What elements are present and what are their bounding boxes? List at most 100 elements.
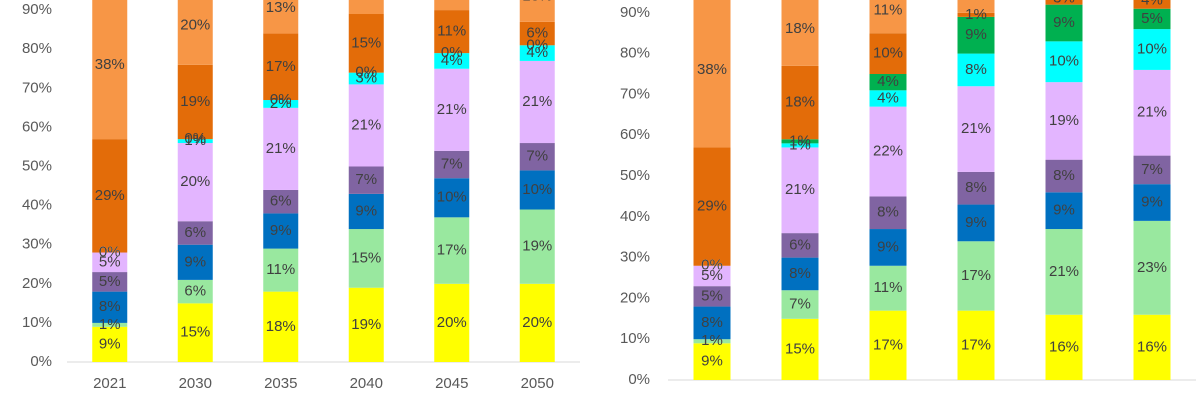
bar-segment xyxy=(434,0,470,11)
data-label: 0% xyxy=(184,130,206,147)
data-label: 10% xyxy=(873,45,903,62)
bar-segment xyxy=(781,257,819,291)
bar-segment xyxy=(957,241,995,311)
data-label: 9% xyxy=(270,222,292,239)
bar-segment xyxy=(1133,69,1171,156)
bar-segment xyxy=(519,45,555,61)
y-tick-label: 80% xyxy=(620,45,650,62)
bar-segment xyxy=(957,53,995,87)
bar-segment xyxy=(869,106,907,197)
data-label: 17% xyxy=(961,267,991,284)
bar-segment xyxy=(693,147,731,266)
data-label: 18% xyxy=(785,94,815,111)
bar-segment xyxy=(177,279,213,304)
data-label: 5% xyxy=(1141,10,1163,27)
data-label: 7% xyxy=(441,156,463,173)
y-tick-label: 60% xyxy=(22,118,52,135)
data-label: 21% xyxy=(785,181,815,198)
bar-segment xyxy=(957,204,995,242)
data-label: 6% xyxy=(270,193,292,210)
data-label: 1% xyxy=(789,132,811,149)
data-label: 0% xyxy=(355,64,377,81)
bar-segment xyxy=(1045,314,1083,380)
x-tick-label: 2040 xyxy=(959,399,992,400)
data-label: 21% xyxy=(437,101,467,118)
bar-segment xyxy=(781,0,819,66)
x-tick-label: 2030 xyxy=(179,375,212,392)
bar-segment xyxy=(519,143,555,171)
bar-segment xyxy=(92,139,128,253)
data-label: 0% xyxy=(441,44,463,61)
data-label: 4% xyxy=(441,52,463,69)
bar-segment xyxy=(781,143,819,148)
bar-segment xyxy=(957,0,995,13)
data-label: 7% xyxy=(1141,161,1163,178)
bar-segment xyxy=(434,68,470,151)
data-label: 10% xyxy=(437,189,467,206)
data-label: 4% xyxy=(877,89,899,106)
data-label: 0% xyxy=(270,91,292,108)
data-label: 0% xyxy=(99,243,121,260)
data-label: 10% xyxy=(1049,53,1079,70)
data-label: 11% xyxy=(874,2,903,19)
bar-segment xyxy=(434,150,470,179)
data-label: 6% xyxy=(184,283,206,300)
y-tick-label: 50% xyxy=(22,157,52,174)
x-tick-label: 2021 xyxy=(695,399,728,400)
bar-segment xyxy=(92,272,128,292)
y-tick-label: 90% xyxy=(22,1,52,18)
bar-segment xyxy=(519,209,555,284)
data-label: 8% xyxy=(965,61,987,78)
data-label: 15% xyxy=(785,340,815,357)
data-label: 16% xyxy=(1137,338,1167,355)
bar-segment xyxy=(177,244,213,280)
bar-segment xyxy=(177,143,213,222)
data-label: 4% xyxy=(526,44,548,61)
data-label: 20% xyxy=(180,173,210,190)
y-tick-label: 20% xyxy=(620,289,650,306)
data-label: 13% xyxy=(266,0,296,16)
bar-segment xyxy=(434,217,470,284)
bar-segment xyxy=(1133,155,1171,185)
bar-segment xyxy=(1045,4,1083,42)
data-label: 23% xyxy=(1137,259,1167,276)
data-label: 18% xyxy=(266,318,296,335)
bar-segment xyxy=(1045,0,1083,5)
bar-segment xyxy=(869,0,907,34)
data-label: 38% xyxy=(95,56,125,73)
data-label: 5% xyxy=(701,267,723,284)
data-label: 1% xyxy=(789,136,811,153)
y-tick-label: 60% xyxy=(620,126,650,143)
data-label: 1% xyxy=(184,132,206,149)
data-label: 6% xyxy=(184,224,206,241)
data-label: 0% xyxy=(526,36,548,53)
bar-segment xyxy=(263,189,299,214)
y-tick-label: 70% xyxy=(620,85,650,102)
bar-segment xyxy=(177,221,213,245)
bar-segment xyxy=(693,0,731,148)
data-label: 5% xyxy=(701,287,723,304)
bar-segment xyxy=(348,229,384,288)
data-label: 20% xyxy=(522,314,552,331)
data-label: 9% xyxy=(965,214,987,231)
x-tick-label: 2045 xyxy=(435,375,468,392)
bar-segment xyxy=(177,64,213,140)
bar-segment xyxy=(519,170,555,210)
y-tick-label: 50% xyxy=(620,167,650,184)
bar-segment xyxy=(348,0,384,15)
bar-segment xyxy=(1133,184,1171,221)
bar-segment xyxy=(263,107,299,190)
data-label: 4% xyxy=(1141,0,1163,9)
data-label: 9% xyxy=(701,353,723,370)
bar-segment xyxy=(177,0,213,65)
bar-segment xyxy=(1133,8,1171,30)
bar-segment xyxy=(177,139,213,144)
bar-segment xyxy=(348,193,384,230)
data-label: 9% xyxy=(355,202,377,219)
data-label: 17% xyxy=(437,242,467,259)
bar-segment xyxy=(1133,220,1171,315)
bar-segment xyxy=(519,0,555,22)
data-label: 38% xyxy=(697,61,727,78)
bar-segment xyxy=(869,90,907,107)
bar-segment xyxy=(869,196,907,230)
